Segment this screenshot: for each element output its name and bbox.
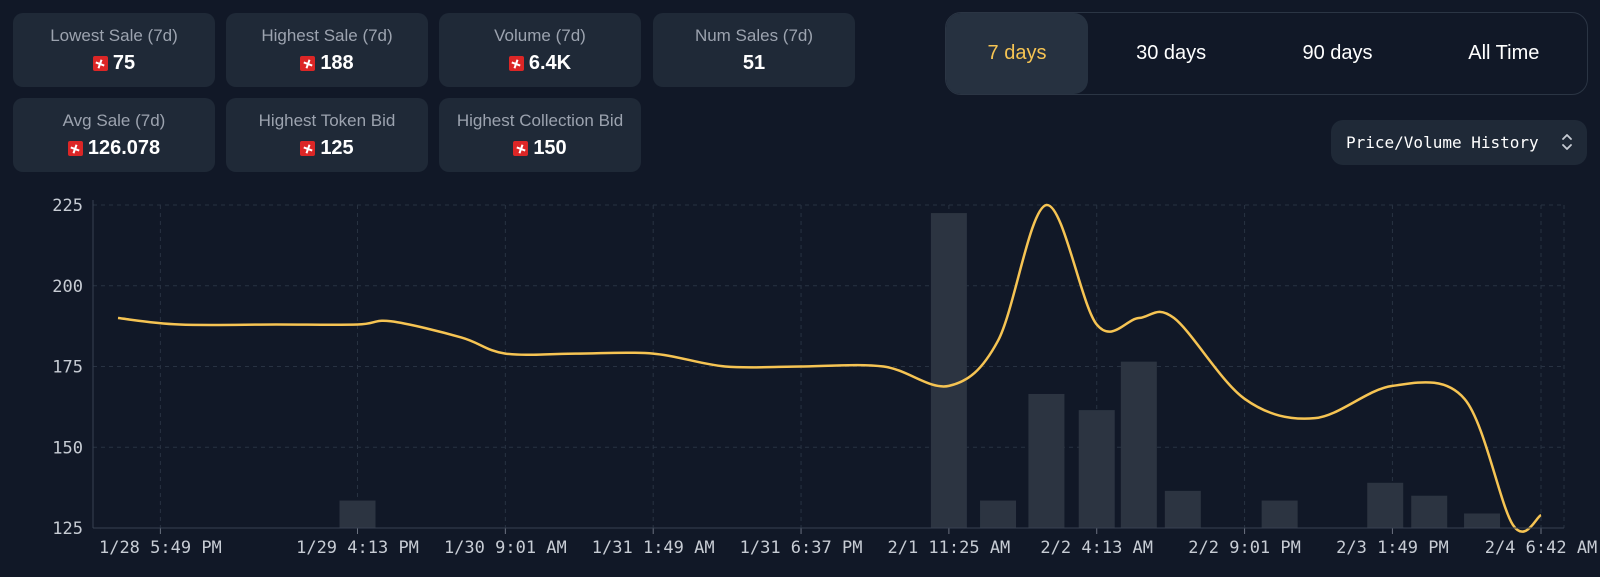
x-tick-label: 2/1 11:25 AM [887, 538, 1010, 558]
time-range-selector: 7 days 30 days 90 days All Time [945, 12, 1588, 95]
range-30-days-button[interactable]: 30 days [1136, 42, 1207, 64]
volume-bar [1411, 495, 1448, 528]
y-tick-label: 150 [52, 438, 83, 458]
range-90-days-button[interactable]: 90 days [1302, 42, 1373, 64]
volume-bar [1261, 500, 1298, 528]
x-tick-label: 2/2 9:01 PM [1188, 538, 1301, 558]
stat-card-volume: Volume (7d) 6.4K [439, 13, 641, 87]
stat-value-text: 126.078 [87, 137, 161, 159]
stat-label: Volume (7d) [494, 26, 586, 45]
chart-view-select-value: Price/Volume History [1346, 133, 1539, 152]
x-tick-label: 1/29 4:13 PM [296, 538, 419, 558]
stat-label: Highest Sale (7d) [261, 26, 393, 45]
x-tick-label: 1/31 6:37 PM [740, 538, 863, 558]
stat-value-text: 75 [112, 52, 136, 74]
stat-label: Highest Collection Bid [456, 111, 624, 130]
red-sparkle-coin-icon [92, 56, 108, 71]
stat-card-highest-sale: Highest Sale (7d) 188 [226, 13, 428, 87]
stat-value-text: 188 [320, 52, 354, 74]
volume-bar [339, 500, 376, 528]
x-tick-label: 2/2 4:13 AM [1040, 538, 1153, 558]
volume-bars [339, 213, 1501, 528]
chart-view-select[interactable]: Price/Volume History [1331, 120, 1587, 165]
y-tick-label: 125 [52, 519, 83, 539]
red-sparkle-coin-icon [67, 141, 83, 156]
stat-label: Num Sales (7d) [694, 26, 814, 45]
stat-value-text: 150 [533, 137, 567, 159]
stat-label: Highest Token Bid [258, 111, 396, 130]
volume-bar [1078, 410, 1115, 528]
red-sparkle-coin-icon [300, 141, 316, 156]
stat-value: 150 [439, 137, 641, 160]
red-sparkle-coin-icon [300, 56, 316, 71]
stat-value-text: 6.4K [528, 52, 572, 74]
stat-value: 6.4K [439, 52, 641, 75]
y-tick-label: 175 [52, 358, 83, 378]
stat-card-num-sales: Num Sales (7d) 51 [653, 13, 855, 87]
price-line [117, 203, 1542, 533]
red-sparkle-coin-icon [508, 56, 524, 71]
stat-value: 125 [226, 137, 428, 160]
red-sparkle-coin-icon [513, 141, 529, 156]
stat-value: 75 [13, 52, 215, 75]
x-tick-label: 1/28 5:49 PM [99, 538, 222, 558]
volume-bar [1164, 490, 1201, 528]
volume-bar [980, 500, 1017, 528]
chevron-up-down-icon [1562, 134, 1572, 150]
x-tick-label: 2/3 1:49 PM [1336, 538, 1449, 558]
price-volume-chart: 125 150 175 200 225 1/28 5:49 PM 1/29 4:13 PM 1… [52, 196, 1597, 558]
stat-card-highest-token-bid: Highest Token Bid 125 [226, 98, 428, 172]
stat-card-avg-sale: Avg Sale (7d) 126.078 [13, 98, 215, 172]
x-tick-label: 1/31 1:49 AM [592, 538, 715, 558]
x-tick-label: 1/30 9:01 AM [444, 538, 567, 558]
volume-bar [930, 213, 967, 528]
y-tick-label: 225 [52, 196, 83, 216]
stat-label: Avg Sale (7d) [62, 111, 166, 130]
volume-bar [1028, 393, 1065, 528]
stat-value: 51 [653, 52, 855, 75]
stat-value-text: 125 [320, 137, 354, 159]
volume-bar [1464, 513, 1501, 528]
y-tick-label: 200 [52, 277, 83, 297]
stat-value: 188 [226, 52, 428, 75]
stat-label: Lowest Sale (7d) [50, 26, 178, 45]
range-7-days-button[interactable]: 7 days [946, 13, 1088, 94]
range-all-time-button[interactable]: All Time [1468, 42, 1540, 64]
x-tick-label: 2/4 6:42 AM [1485, 538, 1598, 558]
chart-axes: 125 150 175 200 225 1/28 5:49 PM 1/29 4:13 PM 1… [52, 196, 1597, 558]
stat-value: 126.078 [13, 137, 215, 160]
volume-bar [1367, 482, 1404, 528]
stat-card-lowest-sale: Lowest Sale (7d) 75 [13, 13, 215, 87]
volume-bar [1120, 361, 1157, 528]
stat-value-text: 51 [742, 52, 766, 74]
stat-card-highest-collection-bid: Highest Collection Bid 150 [439, 98, 641, 172]
